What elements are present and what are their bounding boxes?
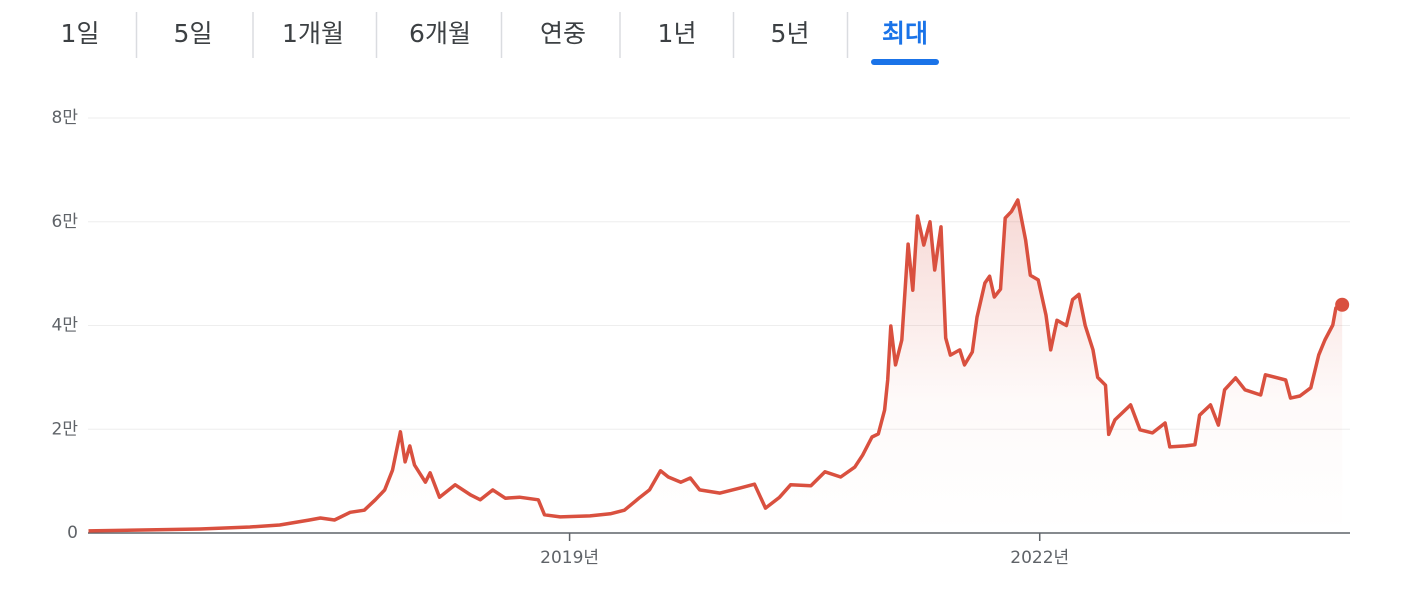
y-tick-label: 4만: [52, 316, 79, 336]
tab[interactable]: 5년: [771, 19, 810, 48]
tab[interactable]: 최대: [882, 19, 928, 48]
y-tick-label: 0: [67, 523, 78, 543]
tab[interactable]: 연중: [540, 19, 586, 48]
y-tick-label: 2만: [52, 419, 79, 439]
end-dot: [1335, 297, 1350, 312]
tab[interactable]: 1년: [658, 19, 697, 48]
price-line: [88, 198, 1343, 533]
area-fill: [88, 200, 1343, 533]
x-tick-label: 2022년: [1010, 548, 1069, 568]
tab[interactable]: 1개월: [282, 19, 344, 48]
tab[interactable]: 1일: [61, 19, 100, 48]
x-tick-label: 2019년: [540, 548, 599, 568]
tab[interactable]: 6개월: [409, 19, 471, 48]
y-tick-label: 6만: [52, 212, 79, 232]
tab[interactable]: 5일: [174, 19, 213, 48]
tab-underline: [871, 59, 939, 65]
y-tick-label: 8만: [52, 108, 79, 128]
